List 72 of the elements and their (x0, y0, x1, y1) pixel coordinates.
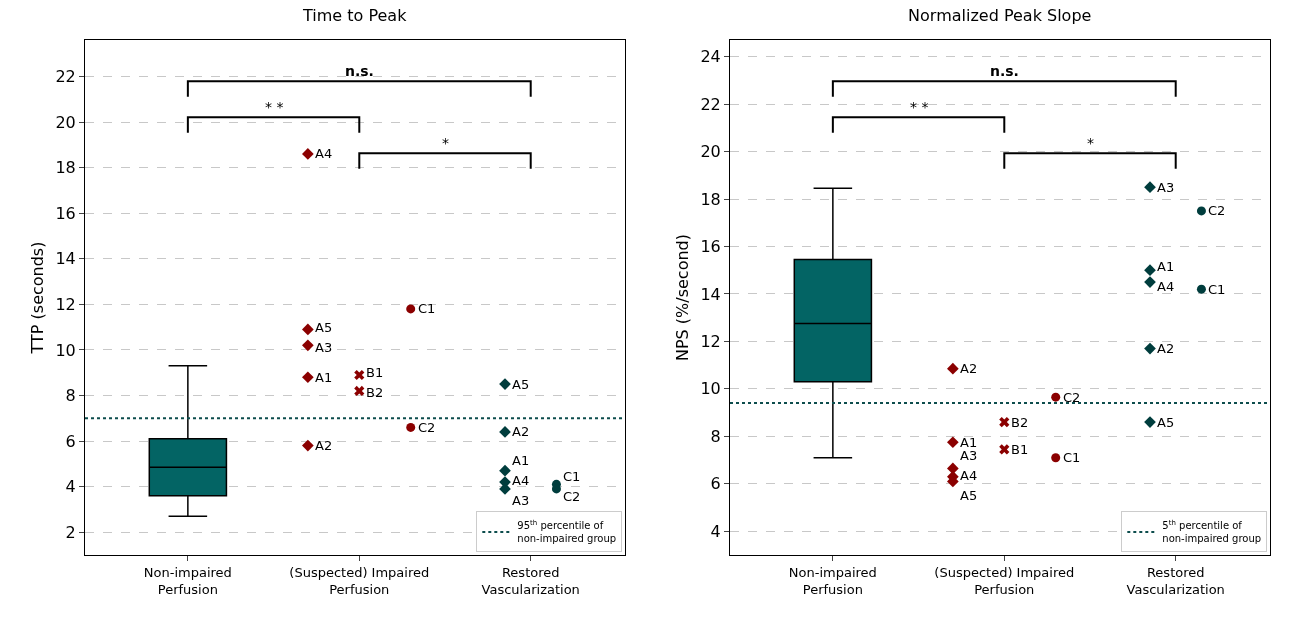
data-label: A1 (512, 453, 530, 468)
legend-label: 95$^{th}$ percentile of non-impaired group (517, 519, 617, 545)
y-axis-title: NPS (%/second) (673, 234, 692, 361)
data-label: C2 (1208, 203, 1226, 218)
legend-label: 5$^{th}$ percentile of non-impaired group (1162, 519, 1262, 545)
y-tick-label: 16 (700, 237, 721, 257)
data-label: A3 (1157, 180, 1175, 195)
chart-title: Normalized Peak Slope (908, 5, 1092, 25)
y-tick-label: 8 (65, 386, 76, 406)
data-label: A1 (1157, 259, 1175, 274)
y-tick-label: 24 (700, 47, 721, 67)
annotation: * (1087, 135, 1094, 151)
data-label: A1 (960, 435, 978, 450)
x-tick-label: Non-impaired Perfusion (788, 564, 877, 597)
y-tick-label: 4 (710, 521, 721, 541)
x-tick-label: (Suspected) Impaired Perfusion (934, 564, 1075, 597)
annotation: n.s. (990, 63, 1019, 79)
x-tick-label: Restored Vascularization (1126, 564, 1225, 597)
y-tick-label: 20 (700, 142, 721, 162)
data-label: A4 (1157, 279, 1175, 294)
data-label: A2 (1157, 341, 1175, 356)
data-label: C2 (563, 489, 581, 504)
data-label: B1 (1011, 442, 1029, 457)
y-tick-label: 12 (700, 332, 721, 352)
y-tick-label: 16 (55, 203, 76, 223)
data-label: A3 (960, 448, 978, 463)
annotation: * (442, 135, 449, 151)
y-tick-label: 12 (55, 294, 76, 314)
chart-title: Time to Peak (302, 5, 408, 25)
data-label: A1 (315, 370, 333, 385)
data-label: A2 (315, 438, 333, 453)
data-label: A4 (960, 468, 978, 483)
y-tick-label: 14 (700, 284, 721, 304)
y-tick-label: 10 (700, 379, 721, 399)
y-axis-title: TTP (seconds) (28, 241, 47, 355)
data-label: A2 (960, 361, 978, 376)
y-tick-label: 20 (55, 112, 76, 132)
data-label: C1 (563, 469, 581, 484)
data-label: A3 (512, 493, 530, 508)
data-label: C1 (1208, 282, 1226, 297)
data-label: A3 (315, 340, 333, 355)
data-label: A5 (512, 377, 530, 392)
data-label: B2 (1011, 415, 1029, 430)
data-label: C1 (1063, 450, 1081, 465)
data-label: C2 (1063, 390, 1081, 405)
data-label: B1 (366, 365, 384, 380)
data-label: A5 (960, 488, 978, 503)
y-tick-label: 8 (710, 426, 721, 446)
annotation: n.s. (345, 63, 374, 79)
x-tick-label: Non-impaired Perfusion (143, 564, 232, 597)
y-tick-label: 14 (55, 249, 76, 269)
y-tick-label: 6 (710, 474, 721, 494)
y-tick-label: 18 (700, 189, 721, 209)
data-label: A4 (315, 146, 333, 161)
y-tick-label: 22 (700, 94, 721, 114)
x-tick-label: (Suspected) Impaired Perfusion (289, 564, 430, 597)
y-tick-label: 4 (65, 477, 76, 497)
data-label: A5 (1157, 415, 1175, 430)
x-tick-label: Restored Vascularization (481, 564, 580, 597)
data-label: A5 (315, 320, 333, 335)
y-tick-label: 22 (55, 67, 76, 87)
y-tick-label: 10 (55, 340, 76, 360)
data-label: C1 (418, 301, 436, 316)
data-label: C2 (418, 420, 436, 435)
data-label: A4 (512, 473, 530, 488)
y-tick-label: 6 (65, 431, 76, 451)
annotation: * * (910, 99, 929, 115)
annotation: * * (265, 99, 284, 115)
data-label: B2 (366, 385, 384, 400)
y-tick-label: 18 (55, 158, 76, 178)
data-label: A2 (512, 424, 530, 439)
y-tick-label: 2 (65, 522, 76, 542)
